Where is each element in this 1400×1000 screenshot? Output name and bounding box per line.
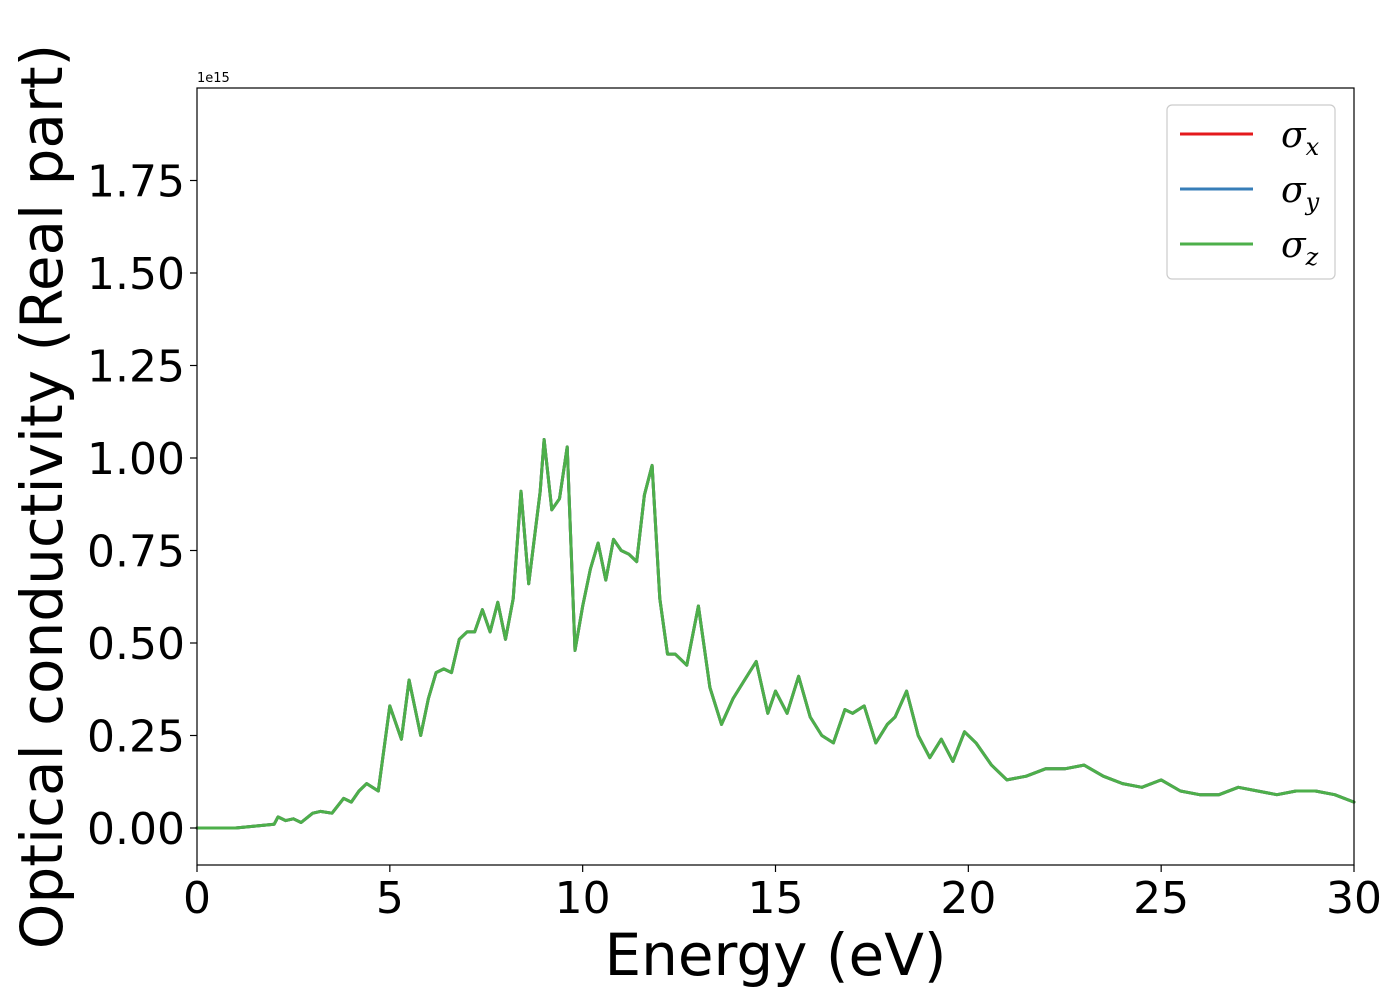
x-tick-label: 10: [555, 873, 611, 924]
y-tick-label: 0.00: [87, 804, 185, 855]
x-tick-label: 20: [940, 873, 996, 924]
legend-symbol: σ: [1281, 170, 1307, 211]
x-tick-label: 5: [376, 873, 404, 924]
x-axis-ticks: 0 5 10 15 20 25 30: [183, 865, 1382, 924]
y-tick-label: 1.00: [87, 434, 185, 485]
y-tick-label: 0.75: [87, 527, 185, 578]
legend-box: [1166, 104, 1336, 280]
y-tick-label: 0.50: [87, 619, 185, 670]
y-tick-label: 1.50: [87, 249, 185, 300]
y-axis-offset-label: 1e15: [197, 71, 230, 86]
legend-symbol: σ: [1281, 115, 1307, 156]
x-tick-label: 25: [1133, 873, 1189, 924]
legend-label-x: σx: [1281, 115, 1320, 161]
y-tick-label: 0.25: [87, 712, 185, 763]
y-axis-ticks: 0.00 0.25 0.50 0.75 1.00 1.25 1.50 1.75: [87, 157, 197, 855]
y-tick-label: 1.25: [87, 342, 185, 393]
series-line-x: [195, 438, 1356, 830]
legend-subscript: z: [1305, 243, 1319, 271]
series-layer: [195, 438, 1356, 830]
series-line-z: [195, 438, 1356, 830]
x-tick-label: 30: [1326, 873, 1382, 924]
y-axis-title: Optical conductivity (Real part): [8, 44, 76, 949]
legend-symbol: σ: [1281, 225, 1307, 266]
legend-label-y: σy: [1281, 170, 1320, 216]
x-axis-title: Energy (eV): [604, 921, 946, 989]
x-tick-label: 0: [183, 873, 211, 924]
y-tick-label: 1.75: [87, 157, 185, 208]
legend-subscript: y: [1305, 188, 1320, 216]
x-tick-label: 15: [748, 873, 804, 924]
legend-subscript: x: [1306, 133, 1320, 161]
legend-label-z: σz: [1281, 225, 1319, 271]
series-line-y: [195, 438, 1356, 830]
